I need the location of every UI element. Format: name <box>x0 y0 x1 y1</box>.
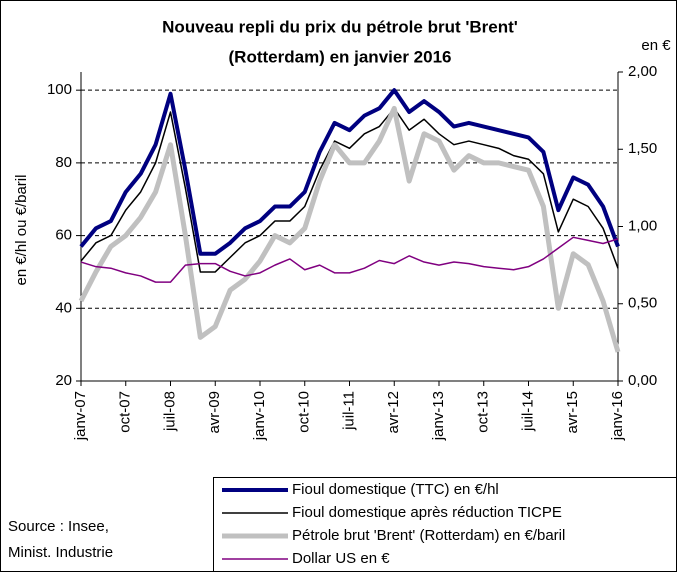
x-tick-label: avr-09 <box>206 391 223 434</box>
chart-title: Nouveau repli du prix du pétrole brut 'B… <box>162 17 518 36</box>
y2-tick-label: 1,50 <box>628 140 657 157</box>
legend-label: Pétrole brut 'Brent' (Rotterdam) en €/ba… <box>292 527 565 544</box>
legend-label: Dollar US en € <box>292 550 390 567</box>
y-tick-label: 80 <box>55 154 72 171</box>
x-tick-label: avr-15 <box>564 391 581 434</box>
x-tick-label: juil-11 <box>340 391 357 431</box>
source: Minist. Industrie <box>8 544 113 561</box>
x-tick-label: janv-16 <box>609 391 626 441</box>
y-axis-label: en €/hl ou €/baril <box>13 175 30 286</box>
x-tick-label: oct-07 <box>117 391 134 433</box>
x-tick-label: janv-13 <box>430 391 447 441</box>
y-tick-label: 100 <box>47 81 72 98</box>
y-tick-label: 60 <box>55 227 72 244</box>
series-line <box>78 105 621 353</box>
y2-tick-label: 2,00 <box>628 63 657 80</box>
y2-tick-label: 0,50 <box>628 295 657 312</box>
x-tick-label: oct-13 <box>475 391 492 433</box>
y2-tick-label: 0,00 <box>628 372 657 389</box>
x-tick-label: janv-10 <box>251 391 268 441</box>
series-line <box>80 107 619 273</box>
legend-label: Fioul domestique après réduction TICPE <box>292 504 562 521</box>
x-tick-label: juil-08 <box>161 391 178 432</box>
legend-label: Fioul domestique (TTC) en €/hl <box>292 481 499 498</box>
y2-tick-label: 1,00 <box>628 217 657 234</box>
source: Source : Insee, <box>8 518 109 535</box>
y2-axis-label: en € <box>641 37 671 54</box>
legend <box>213 477 677 572</box>
x-tick-label: avr-12 <box>385 391 402 434</box>
series-line <box>80 236 619 283</box>
series-line <box>79 88 620 256</box>
y-tick-label: 40 <box>55 299 72 316</box>
x-tick-label: oct-10 <box>296 391 313 433</box>
x-tick-label: janv-07 <box>72 391 89 441</box>
x-tick-label: juil-14 <box>519 391 536 432</box>
chart-title: (Rotterdam) en janvier 2016 <box>229 47 452 66</box>
y-tick-label: 20 <box>55 372 72 389</box>
